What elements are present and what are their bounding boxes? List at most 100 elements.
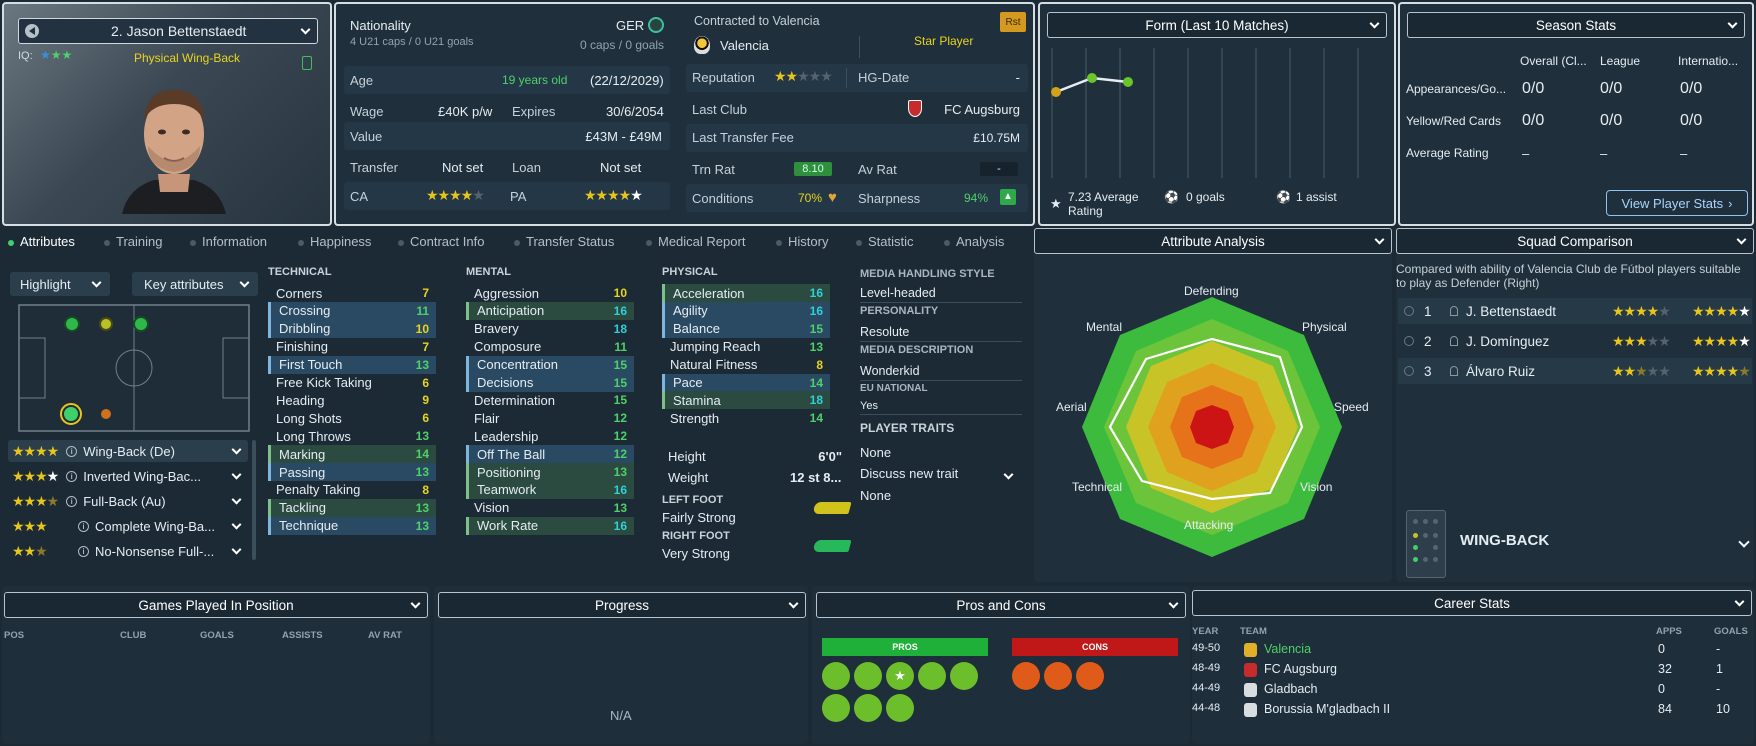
role-row-3[interactable]: ★★★★ i Full-Back (Au) (8, 490, 248, 512)
mental-attr-row[interactable]: Concentration 15 (466, 355, 634, 374)
form-dropdown[interactable]: Form (Last 10 Matches) (1047, 12, 1387, 38)
role-row-4[interactable]: ★★★ i Complete Wing-Ba... (8, 515, 248, 537)
dna-con-icon[interactable] (1012, 662, 1040, 690)
season-dropdown[interactable]: Season Stats (1407, 12, 1745, 38)
highlight-dropdown[interactable]: Highlight (10, 272, 110, 296)
squad-row[interactable]: 1 J. Bettenstaedt ★★★★★ ★★★★★ (1398, 298, 1752, 324)
tab-information[interactable]: Information (190, 234, 267, 249)
technical-attr-row[interactable]: Long Shots 6 (268, 409, 436, 427)
media-style-value: Level-headed (860, 286, 1022, 303)
squad-player-name[interactable]: Álvaro Ruiz (1466, 363, 1536, 379)
attribute-analysis-dropdown[interactable]: Attribute Analysis (1034, 228, 1392, 254)
tab-training[interactable]: Training (104, 234, 162, 249)
career-team[interactable]: FC Augsburg (1264, 662, 1337, 676)
technical-attr-row[interactable]: Free Kick Taking 6 (268, 374, 436, 392)
season-col: Overall (Cl... (1520, 54, 1587, 68)
technical-attr-row[interactable]: Long Throws 13 (268, 427, 436, 445)
club-badge-icon (25, 24, 39, 38)
role-row-2[interactable]: ★★★★ i Inverted Wing-Bac... (8, 465, 248, 487)
discuss-trait-dropdown[interactable]: Discuss new trait (860, 466, 1020, 486)
physical-attr-row[interactable]: Jumping Reach 13 (662, 338, 830, 356)
attr-name: Acceleration (673, 285, 745, 301)
mental-attr-row[interactable]: Off The Ball 12 (466, 445, 634, 464)
pace-pro-icon[interactable] (886, 694, 914, 722)
squad-comparison-dropdown[interactable]: Squad Comparison (1396, 228, 1754, 254)
mental-pro-icon[interactable] (918, 662, 946, 690)
games-played-dropdown[interactable]: Games Played In Position (4, 592, 428, 618)
career-goals: 1 (1716, 662, 1723, 676)
left-foot-label: LEFT FOOT (662, 494, 724, 506)
mental-attr-row[interactable]: Vision 13 (466, 499, 634, 517)
tab-attributes[interactable]: Attributes (8, 234, 75, 249)
mental-attr-row[interactable]: Leadership 12 (466, 427, 634, 445)
attr-value: 15 (613, 357, 627, 372)
form-panel: Form (Last 10 Matches) ★ 7.23 Average Ra… (1038, 2, 1396, 226)
star-pro-icon[interactable]: ★ (886, 662, 914, 690)
technical-attr-row[interactable]: First Touch 13 (268, 355, 436, 374)
roles-scrollbar[interactable] (252, 440, 256, 560)
physical-attr-row[interactable]: Acceleration 16 (662, 284, 830, 302)
pros-cons-dropdown[interactable]: Pros and Cons (816, 592, 1186, 618)
mental-attr-row[interactable]: Flair 12 (466, 409, 634, 427)
contract-club[interactable]: Valencia (720, 38, 769, 53)
view-player-stats-button[interactable]: View Player Stats › (1606, 190, 1748, 216)
technical-attr-row[interactable]: Heading 9 (268, 391, 436, 409)
trend-pro-icon[interactable] (822, 694, 850, 722)
crossing-pro-icon[interactable] (822, 662, 850, 690)
squad-row[interactable]: 3 Álvaro Ruiz ★★★★★ ★★★★★ (1398, 358, 1752, 384)
physical-attr-row[interactable]: Stamina 18 (662, 391, 830, 410)
technical-attr-row[interactable]: Corners 7 (268, 284, 436, 302)
role-row-5[interactable]: ★★★ i No-Nonsense Full-... (8, 540, 248, 562)
runs-pro-icon[interactable] (854, 694, 882, 722)
physical-attr-row[interactable]: Natural Fitness 8 (662, 356, 830, 374)
physical-attr-row[interactable]: Balance 15 (662, 319, 830, 338)
technical-attr-row[interactable]: Tackling 13 (268, 498, 436, 517)
mental-attr-row[interactable]: Aggression 10 (466, 284, 634, 302)
technical-attr-row[interactable]: Marking 14 (268, 445, 436, 464)
mental-attr-row[interactable]: Teamwork 16 (466, 480, 634, 499)
mental-attr-row[interactable]: Anticipation 16 (466, 301, 634, 320)
career-team[interactable]: Gladbach (1264, 682, 1318, 696)
player-name-dropdown[interactable]: 2. Jason Bettenstaedt (18, 18, 318, 44)
pa-stars: ★★★★★ (1692, 362, 1751, 379)
mental-attr-row[interactable]: Positioning 13 (466, 463, 634, 481)
mental-attr-row[interactable]: Composure 11 (466, 338, 634, 356)
technical-attr-row[interactable]: Dribbling 10 (268, 319, 436, 338)
tab-contract-info[interactable]: Contract Info (398, 234, 484, 249)
media-style-header: MEDIA HANDLING STYLE (860, 268, 995, 280)
physical-attr-row[interactable]: Agility 16 (662, 301, 830, 320)
tab-statistic[interactable]: Statistic (856, 234, 914, 249)
tab-medical-report[interactable]: Medical Report (646, 234, 745, 249)
career-team[interactable]: Valencia (1264, 642, 1312, 656)
physical-attr-row[interactable]: Strength 14 (662, 409, 830, 427)
tab-history[interactable]: History (776, 234, 828, 249)
injury-con-icon[interactable] (1044, 662, 1072, 690)
dribbling-pro-icon[interactable] (854, 662, 882, 690)
mental-attr-row[interactable]: Bravery 18 (466, 320, 634, 338)
technical-attr-row[interactable]: Crossing 11 (268, 301, 436, 320)
squad-player-name[interactable]: J. Domínguez (1466, 333, 1550, 349)
career-stats-dropdown[interactable]: Career Stats (1192, 590, 1752, 616)
mental-attr-row[interactable]: Determination 15 (466, 391, 634, 409)
last-club-value[interactable]: FC Augsburg (944, 102, 1020, 117)
technical-attr-row[interactable]: Finishing 7 (268, 338, 436, 356)
tab-transfer-status[interactable]: Transfer Status (514, 234, 614, 249)
progress-dropdown[interactable]: Progress (438, 592, 806, 618)
ca-stars: ★★★★★ (426, 187, 485, 203)
physical-attr-row[interactable]: Pace 14 (662, 373, 830, 392)
technical-attr-row[interactable]: Technique 13 (268, 516, 436, 535)
mental-attr-row[interactable]: Work Rate 16 (466, 516, 634, 535)
role-row-1[interactable]: ★★★★ i Wing-Back (De) (8, 440, 248, 462)
tab-analysis[interactable]: Analysis (944, 234, 1004, 249)
mental-attr-row[interactable]: Decisions 15 (466, 373, 634, 392)
technical-attr-row[interactable]: Penalty Taking 8 (268, 481, 436, 499)
technical-attr-row[interactable]: Passing 13 (268, 463, 436, 481)
form-average: 7.23 Average Rating (1068, 190, 1139, 218)
tab-happiness[interactable]: Happiness (298, 234, 371, 249)
flask-con-icon[interactable] (1076, 662, 1104, 690)
key-attributes-dropdown[interactable]: Key attributes (132, 272, 258, 296)
career-team[interactable]: Borussia M'gladbach II (1264, 702, 1391, 716)
squad-player-name[interactable]: J. Bettenstaedt (1466, 303, 1557, 319)
squad-row[interactable]: 2 J. Domínguez ★★★★★ ★★★★★ (1398, 328, 1752, 354)
stamina-pro-icon[interactable] (950, 662, 978, 690)
